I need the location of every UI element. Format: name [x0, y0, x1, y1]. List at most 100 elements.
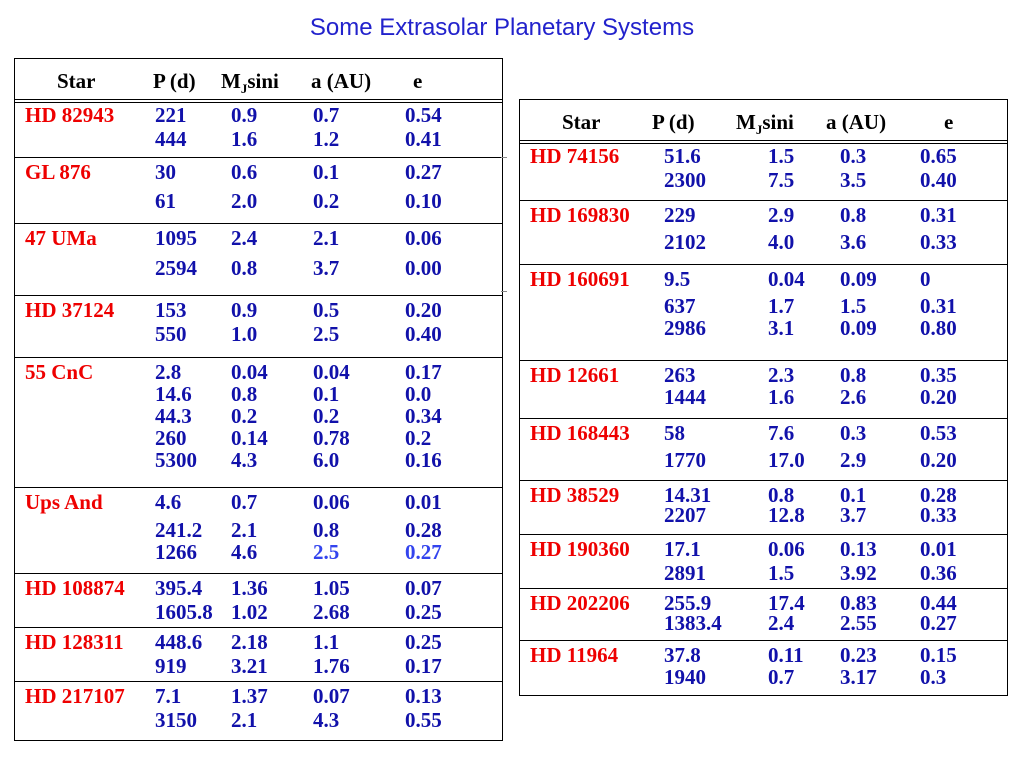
mass-value: 2.3 — [768, 363, 795, 387]
planet-row: 260 0.14 0.78 0.2 — [15, 426, 502, 450]
star-name: HD 217107 — [25, 684, 125, 708]
period-value: 44.3 — [155, 404, 192, 428]
planet-row: 1383.4 2.4 2.55 0.27 — [520, 611, 1007, 635]
mass-value: 3.21 — [231, 654, 268, 678]
mass-value: 0.2 — [231, 404, 258, 428]
mass-value: 7.5 — [768, 168, 795, 192]
period-value: 17.1 — [664, 537, 701, 561]
star-group: HD 12661 263 2.3 0.8 0.35 1444 1.6 2.6 0.20 — [520, 360, 1007, 419]
mass-value: 2.1 — [231, 708, 258, 732]
star-group: Ups And 4.6 0.7 0.06 0.01 241.2 2.1 0.8 0.28 1266… — [15, 487, 502, 574]
star-group: 47 UMa 1095 2.4 2.1 0.06 2594 0.8 3.7 0.00 — [15, 223, 502, 296]
star-name: HD 82943 — [25, 103, 115, 127]
mass-value: 2.1 — [231, 518, 258, 542]
semimajor-axis-value: 6.0 — [313, 448, 340, 472]
header-star: Star — [562, 110, 601, 134]
star-group: HD 128311 448.6 2.18 1.1 0.25 919 3.21 1.76 0.17 — [15, 627, 502, 682]
semimajor-axis-value: 3.7 — [313, 256, 340, 280]
eccentricity-value: 0.25 — [405, 630, 442, 654]
semimajor-axis-value: 0.83 — [840, 591, 877, 615]
period-value: 919 — [155, 654, 187, 678]
planet-row: HD 37124 153 0.9 0.5 0.20 — [15, 298, 502, 322]
mass-value: 1.7 — [768, 294, 795, 318]
planet-row: 1940 0.7 3.17 0.3 — [520, 665, 1007, 689]
mass-value: 1.36 — [231, 576, 268, 600]
eccentricity-value: 0.31 — [920, 294, 957, 318]
divider-stub — [501, 291, 507, 292]
eccentricity-value: 0.27 — [405, 540, 442, 564]
semimajor-axis-value: 1.5 — [840, 294, 867, 318]
mass-value: 4.6 — [231, 540, 258, 564]
eccentricity-value: 0.33 — [920, 503, 957, 527]
semimajor-axis-value: 1.76 — [313, 654, 350, 678]
star-group: HD 217107 7.1 1.37 0.07 0.13 3150 2.1 4.3 0.55 — [15, 681, 502, 741]
period-value: 2891 — [664, 561, 706, 585]
planet-row: HD 11964 37.8 0.11 0.23 0.15 — [520, 643, 1007, 667]
star-name: HD 74156 — [530, 144, 620, 168]
star-group: HD 160691 9.5 0.04 0.09 0 637 1.7 1.5 0.31 2986 3.… — [520, 264, 1007, 361]
mass-value: 2.4 — [768, 611, 795, 635]
eccentricity-value: 0.80 — [920, 316, 957, 340]
eccentricity-value: 0.28 — [405, 518, 442, 542]
star-group: HD 108874 395.4 1.36 1.05 0.07 1605.8 1.02 2.68… — [15, 573, 502, 628]
planet-row: 3150 2.1 4.3 0.55 — [15, 708, 502, 732]
planet-row: HD 108874 395.4 1.36 1.05 0.07 — [15, 576, 502, 600]
semimajor-axis-value: 0.09 — [840, 267, 877, 291]
planet-row: HD 160691 9.5 0.04 0.09 0 — [520, 267, 1007, 291]
eccentricity-value: 0.10 — [405, 189, 442, 213]
star-group: HD 38529 14.31 0.8 0.1 0.28 2207 12.8 3.7 0.33 — [520, 480, 1007, 535]
eccentricity-value: 0.07 — [405, 576, 442, 600]
eccentricity-value: 0.01 — [920, 537, 957, 561]
right-table-header: Star P (d) MJsini a (AU) e — [520, 100, 1007, 144]
semimajor-axis-value: 0.8 — [313, 518, 340, 542]
mass-value: 1.0 — [231, 322, 258, 346]
star-group: HD 202206 255.9 17.4 0.83 0.44 1383.4 2.4 2.55 0… — [520, 588, 1007, 641]
eccentricity-value: 0.17 — [405, 360, 442, 384]
mass-value: 0.11 — [768, 643, 804, 667]
eccentricity-value: 0.33 — [920, 230, 957, 254]
mass-value: 0.9 — [231, 103, 258, 127]
planet-row: 2102 4.0 3.6 0.33 — [520, 230, 1007, 254]
header-eccentricity: e — [944, 110, 954, 134]
planet-row: HD 74156 51.6 1.5 0.3 0.65 — [520, 144, 1007, 168]
period-value: 1605.8 — [155, 600, 213, 624]
mass-value: 4.0 — [768, 230, 795, 254]
eccentricity-value: 0.13 — [405, 684, 442, 708]
star-group: HD 190360 17.1 0.06 0.13 0.01 2891 1.5 3.92 0.36 — [520, 534, 1007, 589]
header-period: P (d) — [153, 69, 196, 93]
star-name: HD 202206 — [530, 591, 630, 615]
mass-value: 12.8 — [768, 503, 805, 527]
period-value: 2300 — [664, 168, 706, 192]
eccentricity-value: 0.20 — [405, 298, 442, 322]
star-group: GL 876 30 0.6 0.1 0.27 61 2.0 0.2 0.10 — [15, 157, 502, 224]
header-semimajor-axis: a (AU) — [311, 69, 372, 93]
period-value: 2986 — [664, 316, 706, 340]
planet-row: 47 UMa 1095 2.4 2.1 0.06 — [15, 226, 502, 250]
planet-row: 919 3.21 1.76 0.17 — [15, 654, 502, 678]
semimajor-axis-value: 2.1 — [313, 226, 340, 250]
mass-value: 0.6 — [231, 160, 258, 184]
period-value: 1095 — [155, 226, 197, 250]
mass-value: 0.14 — [231, 426, 268, 450]
mass-value: 3.1 — [768, 316, 795, 340]
eccentricity-value: 0.27 — [405, 160, 442, 184]
planet-row: HD 190360 17.1 0.06 0.13 0.01 — [520, 537, 1007, 561]
period-value: 1770 — [664, 448, 706, 472]
semimajor-axis-value: 2.6 — [840, 385, 867, 409]
star-name: GL 876 — [25, 160, 91, 184]
left-table-header: Star P (d) MJsini a (AU) e — [15, 59, 502, 103]
period-value: 229 — [664, 203, 696, 227]
semimajor-axis-value: 3.7 — [840, 503, 867, 527]
star-name: HD 160691 — [530, 267, 630, 291]
planet-row: 241.2 2.1 0.8 0.28 — [15, 518, 502, 542]
planet-row: Ups And 4.6 0.7 0.06 0.01 — [15, 490, 502, 514]
planet-row: HD 168443 58 7.6 0.3 0.53 — [520, 421, 1007, 445]
period-value: 1940 — [664, 665, 706, 689]
period-value: 5300 — [155, 448, 197, 472]
mass-value: 0.04 — [768, 267, 805, 291]
star-name: HD 190360 — [530, 537, 630, 561]
period-value: 14.6 — [155, 382, 192, 406]
period-value: 51.6 — [664, 144, 701, 168]
semimajor-axis-value: 0.09 — [840, 316, 877, 340]
period-value: 30 — [155, 160, 176, 184]
